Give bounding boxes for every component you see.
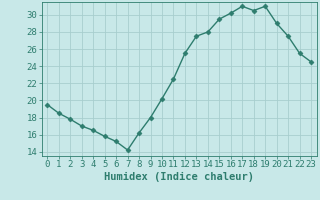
X-axis label: Humidex (Indice chaleur): Humidex (Indice chaleur): [104, 172, 254, 182]
